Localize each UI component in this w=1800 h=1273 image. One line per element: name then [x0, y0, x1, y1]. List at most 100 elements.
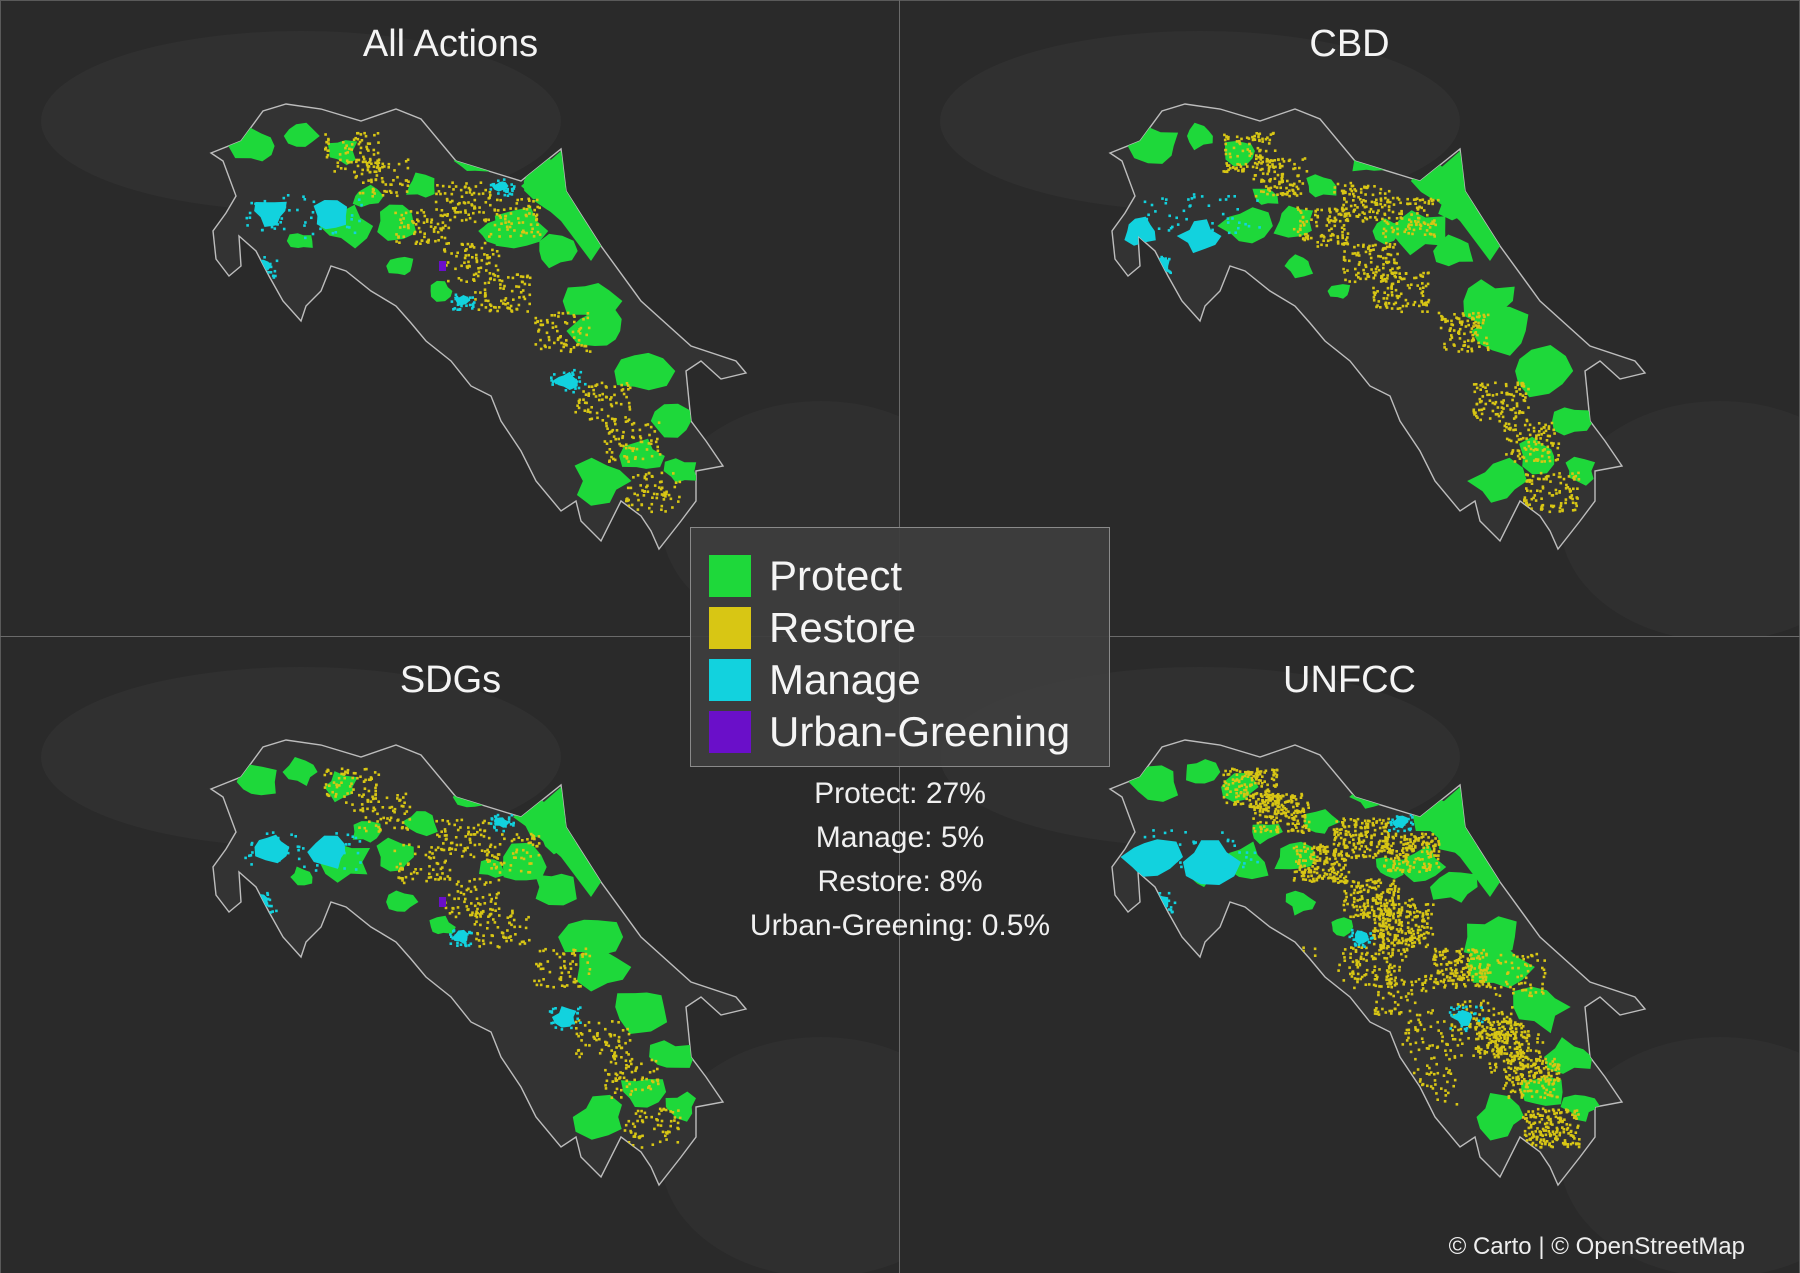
map-pixel [598, 394, 601, 397]
map-pixel [575, 1032, 579, 1036]
map-pixel [1440, 969, 1444, 973]
map-pixel [1361, 854, 1365, 857]
map-pixel [1493, 1028, 1496, 1031]
map-pixel [441, 872, 444, 875]
map-pixel [595, 1033, 599, 1036]
map-pixel [647, 442, 651, 445]
map-pixel [1329, 210, 1332, 214]
map-pixel [1243, 783, 1247, 786]
map-pixel [403, 801, 406, 805]
map-pixel [580, 1033, 584, 1036]
map-pixel [1261, 179, 1265, 182]
map-pixel [529, 832, 533, 836]
map-pixel [622, 1076, 626, 1080]
map-pixel [626, 384, 630, 387]
map-pixel [1572, 487, 1575, 491]
map-pixel [535, 983, 539, 987]
map-pixel [1279, 819, 1282, 823]
map-pixel [648, 506, 651, 510]
map-pixel [1404, 298, 1408, 302]
map-pixel [361, 160, 365, 164]
map-pixel [535, 218, 539, 221]
map-pixel [1482, 407, 1486, 410]
map-pixel [1473, 967, 1476, 970]
map-pixel [273, 219, 276, 223]
map-pixel [1364, 216, 1367, 220]
map-pixel [504, 825, 507, 828]
map-pixel [417, 219, 420, 223]
map-pixel [1513, 1069, 1516, 1073]
map-pixel [475, 260, 479, 264]
map-pixel [1426, 943, 1429, 947]
map-pixel [1368, 820, 1371, 823]
map-pixel [1350, 184, 1354, 188]
map-pixel [1224, 148, 1227, 152]
map-pixel [1505, 384, 1508, 388]
map-pixel [465, 191, 468, 194]
map-pixel [1484, 978, 1488, 982]
map-pixel [1362, 199, 1365, 202]
map-pixel [478, 206, 481, 209]
map-pixel [434, 878, 437, 881]
map-pixel [1488, 393, 1491, 396]
map-pixel [1291, 794, 1294, 797]
map-pixel [450, 300, 454, 303]
map-pixel [587, 1021, 591, 1024]
map-pixel [1372, 248, 1375, 251]
map-pixel [282, 196, 286, 200]
map-pixel [1497, 1030, 1501, 1034]
map-pixel [1443, 978, 1446, 981]
map-pixel [1309, 869, 1313, 872]
map-pixel [573, 981, 577, 984]
map-pixel [1409, 931, 1413, 934]
map-pixel [506, 190, 509, 193]
map-pixel [406, 184, 410, 187]
map-pixel [660, 471, 664, 475]
map-pixel [1421, 303, 1425, 306]
map-pixel [513, 185, 516, 188]
map-pixel [1248, 798, 1252, 802]
map-panel-unfcc[interactable]: UNFCC [900, 637, 1799, 1273]
map-pixel [415, 240, 419, 244]
map-pixel [492, 182, 496, 186]
map-pixel [1427, 836, 1430, 839]
map-pixel [488, 859, 491, 863]
map-pixel [1238, 221, 1241, 224]
map-pixel [1470, 339, 1474, 343]
map-pixel [1260, 827, 1263, 831]
map-pixel [1408, 286, 1411, 290]
map-pixel [1433, 235, 1436, 238]
map-pixel [1453, 344, 1456, 347]
map-pixel [578, 332, 582, 335]
map-pixel [483, 288, 487, 291]
map-pixel [1335, 820, 1338, 823]
map-patch [1176, 219, 1222, 254]
map-pixel [1380, 832, 1384, 835]
map-pixel [1422, 271, 1425, 275]
map-pixel [613, 385, 617, 388]
map-pixel [399, 182, 402, 186]
map-pixel [1424, 945, 1428, 949]
map-pixel [588, 1044, 591, 1047]
map-pixel [1578, 1142, 1581, 1146]
map-pixel [1378, 918, 1382, 921]
map-pixel [1392, 864, 1395, 867]
map-pixel [1542, 1138, 1546, 1141]
map-pixel [1342, 817, 1345, 820]
map-pixel [1388, 868, 1391, 872]
map-pixel [1400, 209, 1403, 213]
map-pixel [1310, 218, 1313, 221]
map-pixel [533, 208, 536, 212]
map-pixel [592, 392, 596, 396]
map-pixel [647, 472, 651, 475]
map-pixel [466, 242, 470, 246]
map-pixel [672, 472, 675, 475]
map-pixel [1271, 795, 1275, 799]
map-pixel [1520, 1022, 1523, 1026]
map-pixel [653, 1127, 656, 1131]
map-pixel [488, 235, 491, 238]
map-pixel [440, 209, 444, 212]
map-pixel [1273, 810, 1277, 813]
map-pixel [1526, 1085, 1529, 1089]
map-pixel [1548, 491, 1551, 495]
